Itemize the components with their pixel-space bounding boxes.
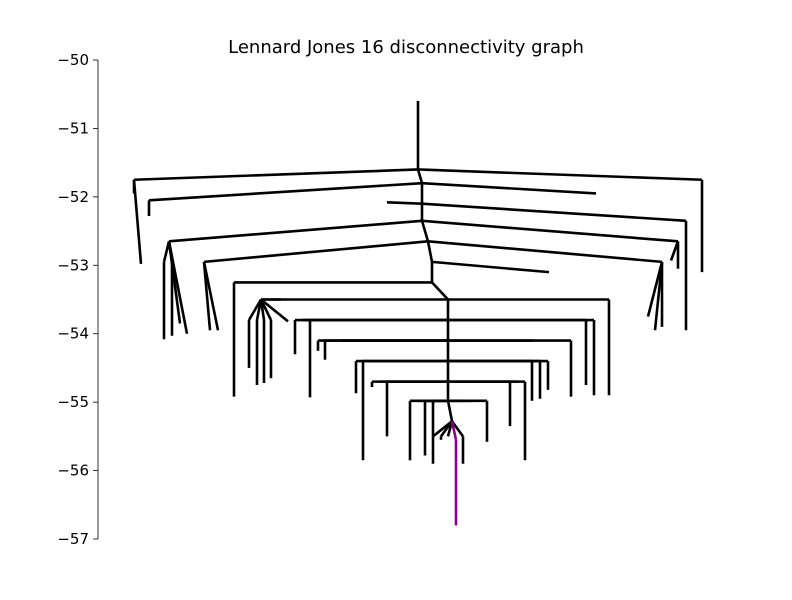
- tree-branch: [646, 261, 664, 317]
- tree-branch: [421, 202, 687, 223]
- tree-branch: [416, 169, 424, 184]
- tree-branch: [427, 240, 663, 264]
- global-minimum-branch: [450, 421, 458, 441]
- y-tick-label: −53: [57, 256, 89, 274]
- tree-branch: [247, 298, 263, 321]
- tree-branch: [421, 181, 597, 195]
- y-tick-label: −54: [57, 325, 89, 343]
- y-tick-label: −52: [57, 188, 89, 206]
- tree-branch: [167, 241, 189, 334]
- tree-branch: [202, 261, 212, 331]
- tree-branch: [421, 219, 679, 243]
- tree-branch: [420, 220, 430, 242]
- tree-branch: [202, 261, 220, 331]
- tree-branch: [133, 168, 419, 182]
- y-tick-label: −50: [57, 51, 89, 69]
- tree-branch: [259, 298, 273, 321]
- y-tick-label: −51: [57, 119, 89, 137]
- tree-branch: [426, 241, 434, 263]
- tree-branch: [417, 168, 703, 182]
- tree-branch: [431, 281, 449, 301]
- tree-branch: [386, 201, 423, 205]
- tree-branches: [132, 101, 704, 526]
- y-axis: −50 −51 −52 −53 −54 −55 −56 −57: [57, 51, 99, 548]
- tree-branch: [168, 219, 423, 243]
- y-tick-label: −55: [57, 393, 89, 411]
- tree-branch: [203, 240, 429, 264]
- chart-title: Lennard Jones 16 disconnectivity graph: [228, 37, 584, 58]
- tree-branch: [148, 181, 423, 202]
- y-tick-label: −57: [57, 530, 89, 548]
- tree-branch: [260, 298, 289, 323]
- tree-branch: [132, 179, 143, 265]
- y-tick-label: −56: [57, 462, 89, 480]
- tree-branch: [446, 400, 454, 422]
- tree-branch: [431, 260, 550, 274]
